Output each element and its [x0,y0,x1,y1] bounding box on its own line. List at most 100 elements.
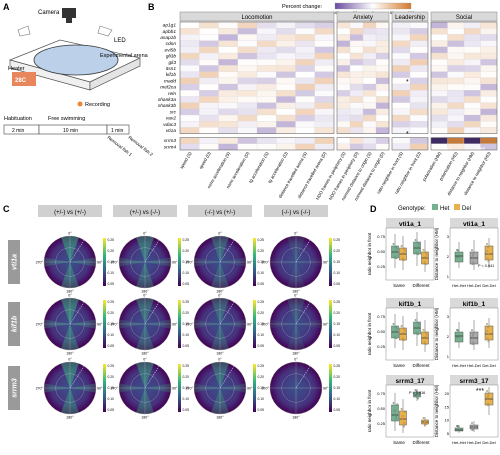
column-header-label: (+/-) vs (-/-) [130,210,160,216]
ytick-right: 3 [447,314,450,319]
column-header-label: (-/-) vs (-/-) [282,210,311,216]
gene-label: kif1b [166,72,176,78]
deg-label: 270° [111,323,119,327]
heatmap-cell [199,46,219,54]
gene-label: vav2 [166,116,176,122]
jitter-point [403,248,405,251]
jitter-point [417,397,419,400]
ytick-right: 15 [445,404,450,409]
colorbar-tick: 0.20 [183,249,190,253]
heatmap-cell [179,90,200,97]
heatmap-frame [179,137,335,151]
heatmap-cell [199,21,219,29]
colorbar-tick: 0.10 [183,271,190,275]
heatmap-cell [362,52,377,60]
heatmap-cell [237,121,258,128]
heatmap-cell [447,65,465,72]
colorbar-tick: 0.25 [334,238,341,242]
heatmap-cell [276,90,296,97]
polar-dash [69,239,85,263]
polar-dash [219,301,235,325]
colorbar-tick: 0.15 [334,260,341,264]
heatmap-cell [375,114,390,122]
jitter-point [403,328,405,331]
colorbar-tick: 0.05 [183,282,190,286]
heatmap-frame [430,137,498,151]
jitter-point [393,410,396,413]
heatmap-cell [391,40,411,47]
gene-label: srrm4 [164,144,177,150]
deg-label: 90° [323,387,329,391]
led-label: LED [114,38,126,44]
heatmap-cell [336,121,351,128]
jitter-point [404,250,407,253]
jitter-point [472,425,475,428]
deg-label: 270° [36,387,44,391]
heatmap-cell [295,40,315,47]
jitter-point [415,246,418,249]
column-header [188,205,252,217]
jitter-point [415,396,418,399]
column-header [264,205,328,217]
colorbar-tick: 0.05 [183,344,190,348]
heatmap-cell [391,65,411,72]
polar-colorbar [253,238,256,286]
heatmap-cell [349,127,364,134]
heatmap-cell [409,59,429,66]
jitter-point [400,325,403,327]
heatmap-cell [218,108,238,116]
heatmap-cell [295,90,315,97]
jitter-point [425,263,428,266]
heatmap-cell [463,108,481,116]
jitter-point [400,408,403,410]
heatmap-cell [314,114,335,122]
heatmap-cell [409,90,429,97]
recording-icon [77,101,83,107]
jitter-point [395,246,397,249]
gene-label: itsn1 [166,66,176,72]
gene-label: vti1a [166,128,176,134]
colorbar-tick: 0.15 [258,322,265,326]
heatmap-cell [362,121,377,128]
heatmap-cell [237,40,258,47]
jitter-point [425,420,427,423]
heatmap-cell [314,71,335,78]
heatmap-cell [179,121,200,128]
heatmap-cell [179,77,200,85]
ytick-right: 1 [447,274,450,279]
triple-star-1: *** [443,147,451,154]
facet-title: vti1a_1 [463,221,485,228]
heatmap-cell [314,52,335,60]
jitter-point [486,257,489,260]
heatmap-cell [336,90,351,97]
jitter-point [471,249,473,251]
heatmap-cell [179,96,200,103]
ytick-left: 0.25 [377,264,386,269]
legend-del-label: Del [462,206,471,212]
heatmap-cell [375,34,390,41]
heatmap-cell [391,108,411,116]
heatmap-cell [463,46,481,54]
heatmap-cell [447,114,465,122]
heatmap-cell [409,71,429,78]
deg-label: 0° [68,232,72,236]
heatmap-cell [447,21,465,29]
heatmap-cell [409,108,429,116]
facet-header [450,375,498,385]
heatmap-cell [336,52,351,60]
heatmap-cell [256,114,277,122]
colorbar-tick: 0.10 [108,333,115,337]
box-body [484,245,494,261]
deg-label: 90° [172,261,178,265]
heatmap-cell [375,59,390,66]
ytick-right: 2 [447,254,450,259]
heatmap-cell [463,102,481,109]
heatmap-cell [276,46,296,54]
heatmap-cell [179,102,200,109]
heatmap-cell [362,65,377,72]
heatmap-cell [256,65,277,72]
heatmap-cell [430,137,448,144]
heatmap-cell [336,40,351,47]
heatmap-cell [336,96,351,103]
